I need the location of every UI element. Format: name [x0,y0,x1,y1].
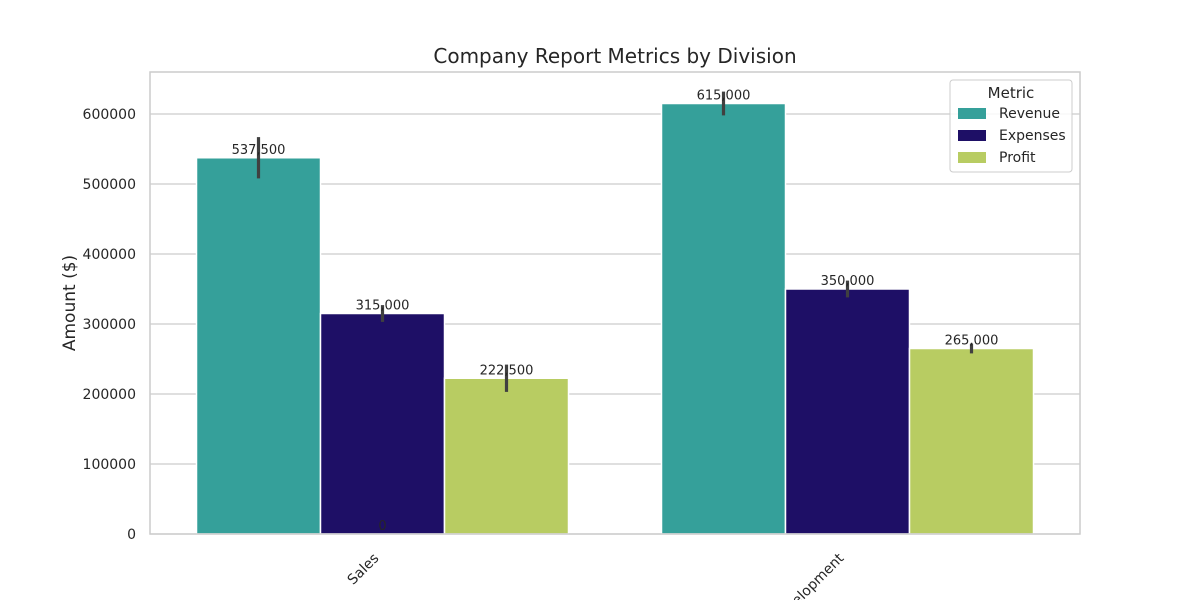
legend-box [949,79,1073,173]
legend-label: Expenses [999,128,1066,144]
bar-revenue [660,102,787,535]
bar-value-labels: 537,500 615,000 315,000 350,000 222,500 265,0… [232,89,999,535]
y-tick-label: 300000 [83,317,136,333]
y-tick-label: 100000 [83,457,136,473]
y-tick-label: 200000 [83,387,136,403]
bar-revenue [195,157,322,535]
y-tick-label: 400000 [83,247,136,263]
legend-label: Revenue [999,106,1060,122]
bar-expenses [784,288,911,535]
y-tick-label: 500000 [83,177,136,193]
legend-swatch-expenses [958,130,986,141]
bar-expenses [319,312,446,535]
error-bars [256,91,974,392]
bar-value-label: 615,000 [697,89,751,104]
chart-title: Company Report Metrics by Division [433,44,796,68]
x-tick-label: Sales [345,551,383,589]
y-tick-label: 600000 [83,107,136,123]
x-tick-label: Development [769,550,847,600]
legend-label: Profit [999,150,1036,166]
bar-profit [443,377,570,535]
legend-swatch-revenue [958,108,986,119]
bars [195,102,1035,535]
x-axis-ticks: Sales Development [345,550,848,600]
legend-title: Metric [988,84,1035,102]
y-axis-ticks: 0 100000 200000 300000 400000 500000 600000 [83,107,136,543]
annotation-label: 0 [378,519,386,534]
bar-value-label: 350,000 [821,274,875,289]
y-tick-label: 0 [127,527,136,543]
bar-value-label: 315,000 [356,299,410,314]
legend-swatch-profit [958,152,986,163]
bar-value-label: 222,500 [480,363,534,378]
plot-frame [149,71,1081,535]
bar-value-label: 537,500 [232,143,286,158]
legend: Metric Revenue Expenses Profit [949,79,1073,173]
bar-value-label: 265,000 [945,334,999,349]
y-axis-label: Amount ($) [60,255,80,351]
bar-profit [908,347,1035,535]
